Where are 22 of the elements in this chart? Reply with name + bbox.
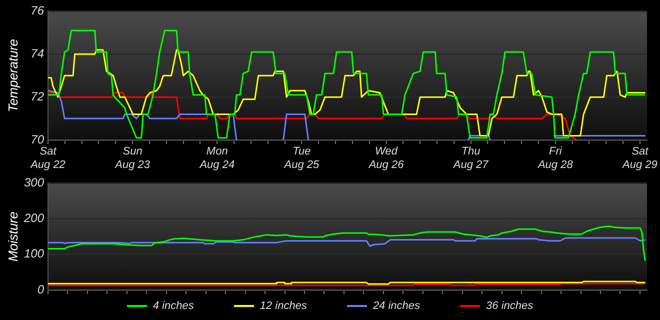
- x-tick-label: Tue Aug 25: [283, 146, 320, 171]
- x-tick-label: Sat Aug 29: [622, 146, 658, 171]
- x-tick-label: Sat Aug 22: [30, 146, 66, 171]
- x-tick-label: Mon Aug 24: [198, 146, 235, 171]
- legend-label: 24 inches: [372, 300, 420, 312]
- y-tick-label: 74: [30, 46, 44, 60]
- y-axis-title: Moisture: [5, 212, 20, 262]
- x-tick-label: Sun Aug 23: [114, 146, 151, 171]
- legend-label: 12 inches: [260, 300, 307, 312]
- y-axis-title: Temperature: [5, 38, 20, 112]
- y-tick-label: 0: [37, 282, 44, 296]
- y-tick-label: 200: [22, 211, 44, 226]
- x-tick-label: Fri Aug 28: [536, 146, 574, 171]
- y-tick-label: 70: [30, 132, 44, 146]
- legend-label: 4 inches: [152, 300, 194, 312]
- y-tick-label: 76: [30, 4, 44, 18]
- x-tick-label: Thu Aug 27: [452, 146, 490, 171]
- y-tick-label: 100: [24, 246, 44, 261]
- y-tick-label: 72: [30, 89, 44, 104]
- y-tick-label: 300: [24, 176, 44, 190]
- legend-label: 36 inches: [486, 300, 534, 312]
- x-tick-label: Wed Aug 26: [368, 146, 405, 171]
